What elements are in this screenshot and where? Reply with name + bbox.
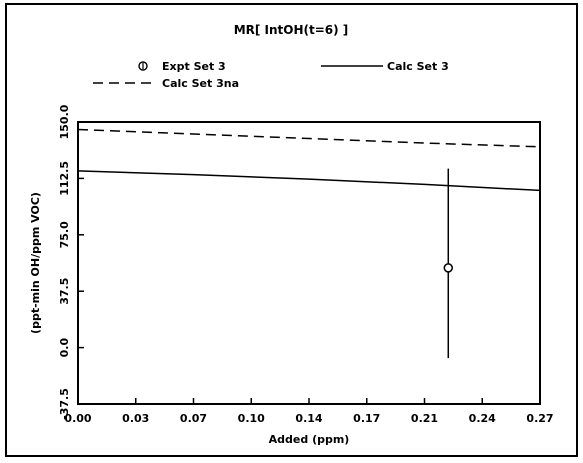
legend: Expt Set 3 Calc Set 3 Calc Set 3na: [93, 60, 449, 90]
legend-circle-marker-icon: [138, 61, 148, 71]
x-tick-label: 0.10: [238, 412, 265, 425]
y-tick-label: 0.0: [58, 338, 71, 358]
x-tick-label: 0.21: [411, 412, 438, 425]
series-layer: [77, 128, 541, 359]
x-tick-label: 0.17: [353, 412, 380, 425]
legend-item-calc: Calc Set 3: [321, 60, 449, 73]
chart-title: MR[ IntOH(t=6) ]: [234, 23, 349, 37]
x-tick-label: 0.14: [295, 412, 322, 425]
y-tick-label: 150.0: [58, 104, 71, 139]
calc-set-3na-line: [77, 128, 541, 148]
legend-item-expt: Expt Set 3: [138, 60, 226, 73]
y-tick-label: 37.5: [58, 278, 71, 305]
y-tick-label: 75.0: [58, 221, 71, 248]
legend-label-calc: Calc Set 3: [387, 60, 449, 73]
legend-label-calc-na: Calc Set 3na: [162, 77, 239, 90]
y-ticks: -37.5 0.0 37.5 75.0 112.5 150.0: [58, 104, 84, 420]
y-axis-title: (ppt-min OH/ppm VOC): [29, 192, 42, 334]
x-tick-label: 0.00: [64, 412, 91, 425]
legend-item-calc-na: Calc Set 3na: [93, 77, 239, 90]
legend-label-expt: Expt Set 3: [162, 60, 226, 73]
y-tick-label: 112.5: [58, 161, 71, 196]
x-tick-label: 0.07: [180, 412, 207, 425]
x-tick-label: 0.24: [469, 412, 496, 425]
outer-frame: [5, 3, 578, 457]
y-tick-label: -37.5: [58, 388, 71, 420]
calc-set-3-line: [77, 170, 541, 192]
x-axis-title: Added (ppm): [269, 433, 350, 446]
expt-data-point: [443, 263, 454, 273]
x-ticks: 0.00 0.03 0.07 0.10 0.14 0.17 0.21 0.24 0.27: [64, 398, 554, 425]
x-tick-label: 0.27: [526, 412, 553, 425]
x-tick-label: 0.03: [122, 412, 149, 425]
